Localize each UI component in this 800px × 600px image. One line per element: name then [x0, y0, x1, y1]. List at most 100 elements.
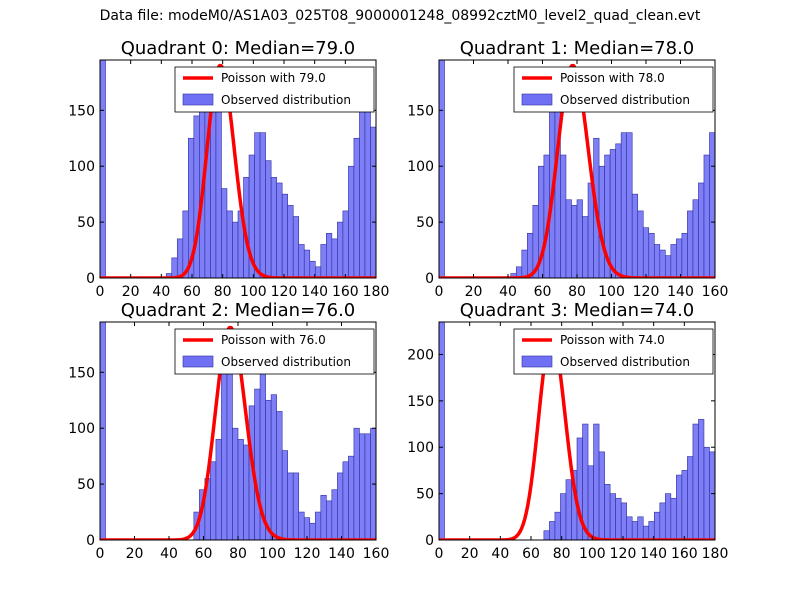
histogram-bar — [781, 538, 787, 540]
y-tick-label: 0 — [86, 271, 95, 287]
y-tick-label: 50 — [77, 215, 95, 231]
histogram-bar — [287, 205, 294, 278]
histogram-bar — [353, 427, 360, 540]
histogram-bar — [687, 210, 694, 278]
histogram-bar — [631, 521, 639, 540]
x-tick-label: 20 — [461, 546, 479, 562]
histogram-bar — [398, 194, 404, 278]
histogram-bar — [676, 238, 683, 278]
y-tick-label: 150 — [68, 103, 95, 119]
histogram-bar — [439, 60, 445, 278]
x-tick-label: 180 — [363, 284, 390, 300]
histogram-bar — [748, 222, 754, 278]
histogram-bar — [326, 232, 333, 278]
histogram-bar — [382, 451, 388, 540]
histogram-bar — [364, 110, 371, 278]
histogram-bar — [303, 249, 311, 278]
x-tick-label: 60 — [195, 546, 213, 562]
histogram-bar — [709, 451, 715, 540]
histogram-bar — [331, 489, 338, 540]
histogram-bar — [765, 274, 771, 278]
x-tick-label: 20 — [126, 546, 144, 562]
histogram-bar — [409, 228, 415, 278]
histogram-bar — [439, 322, 445, 540]
y-tick-label: 50 — [77, 477, 95, 493]
x-tick-label: 140 — [667, 284, 694, 300]
histogram-bar — [393, 155, 399, 278]
histogram-bar — [620, 132, 627, 278]
histogram-bar — [776, 538, 782, 540]
histogram-bar — [265, 160, 272, 278]
legend-bar-swatch — [521, 355, 553, 368]
histogram-bar — [254, 132, 261, 278]
x-tick-label: 0 — [96, 546, 105, 562]
histogram-bar — [565, 199, 572, 278]
legend-observed-label: Observed distribution — [221, 93, 351, 107]
histogram-bar — [721, 166, 727, 278]
histogram-bar — [703, 446, 710, 540]
histogram-bar — [759, 250, 765, 278]
legend-poisson-label: Poisson with 74.0 — [560, 333, 665, 347]
x-tick-label: 40 — [160, 546, 178, 562]
histogram-bar — [571, 205, 578, 278]
legend: Poisson with 78.0 Observed distribution — [513, 66, 714, 113]
x-tick-label: 100 — [240, 284, 267, 300]
histogram-bar — [415, 244, 421, 278]
histogram-bar — [370, 126, 376, 278]
histogram-bar — [171, 257, 178, 278]
histogram-bar — [326, 500, 333, 540]
histogram-bar — [276, 411, 283, 540]
histogram-bar — [609, 149, 616, 278]
histogram-bar — [770, 272, 776, 278]
histogram-bar — [604, 484, 611, 540]
panel-title: Quadrant 0: Median=79.0 — [121, 38, 356, 59]
panel-title: Quadrant 1: Median=78.0 — [460, 38, 695, 59]
legend-observed-label: Observed distribution — [560, 355, 690, 369]
histogram-bar — [375, 143, 376, 278]
histogram-bar — [281, 193, 288, 278]
histogram-bar — [176, 238, 184, 278]
histogram-bar — [737, 194, 743, 278]
histogram-bar — [631, 193, 639, 278]
histogram-bar — [404, 211, 410, 278]
histogram-bar — [659, 502, 666, 540]
histogram-bar — [320, 244, 327, 278]
histogram-bar — [387, 166, 393, 278]
histogram-bar — [576, 199, 583, 278]
histogram-bar — [337, 472, 344, 540]
poisson-curve — [439, 334, 715, 540]
poisson-curve — [100, 63, 376, 278]
histogram-bar — [359, 110, 366, 278]
y-tick-label: 0 — [425, 271, 434, 287]
plot-frame — [438, 321, 716, 541]
y-tick-label: 100 — [407, 440, 434, 456]
histogram-bar — [732, 166, 738, 278]
histogram-bar — [582, 216, 589, 278]
histogram-bar — [709, 132, 715, 278]
x-tick-label: 0 — [435, 546, 444, 562]
y-tick-label: 0 — [425, 533, 434, 549]
histogram-bar — [226, 210, 233, 278]
histogram-bar — [554, 511, 561, 540]
y-tick-label: 0 — [86, 533, 95, 549]
x-tick-label: 140 — [640, 546, 667, 562]
histogram-bar — [598, 451, 605, 540]
histogram-bar — [681, 232, 688, 278]
histogram-bar — [609, 493, 616, 540]
histogram-bar — [698, 182, 705, 278]
histogram-bar — [215, 98, 222, 278]
histogram-bar — [254, 388, 261, 540]
legend-observed-label: Observed distribution — [560, 93, 690, 107]
plot-area — [439, 322, 787, 540]
plot-frame — [99, 59, 377, 279]
histogram-bar — [270, 177, 277, 278]
histogram-bar — [770, 537, 776, 540]
x-tick-label: 120 — [633, 284, 660, 300]
legend-bar-swatch — [182, 93, 214, 106]
histogram-bar — [687, 456, 694, 540]
histogram-bar — [743, 517, 749, 540]
histogram-bar — [348, 165, 355, 278]
histogram-bar — [382, 172, 388, 278]
histogram-bar — [665, 493, 672, 540]
